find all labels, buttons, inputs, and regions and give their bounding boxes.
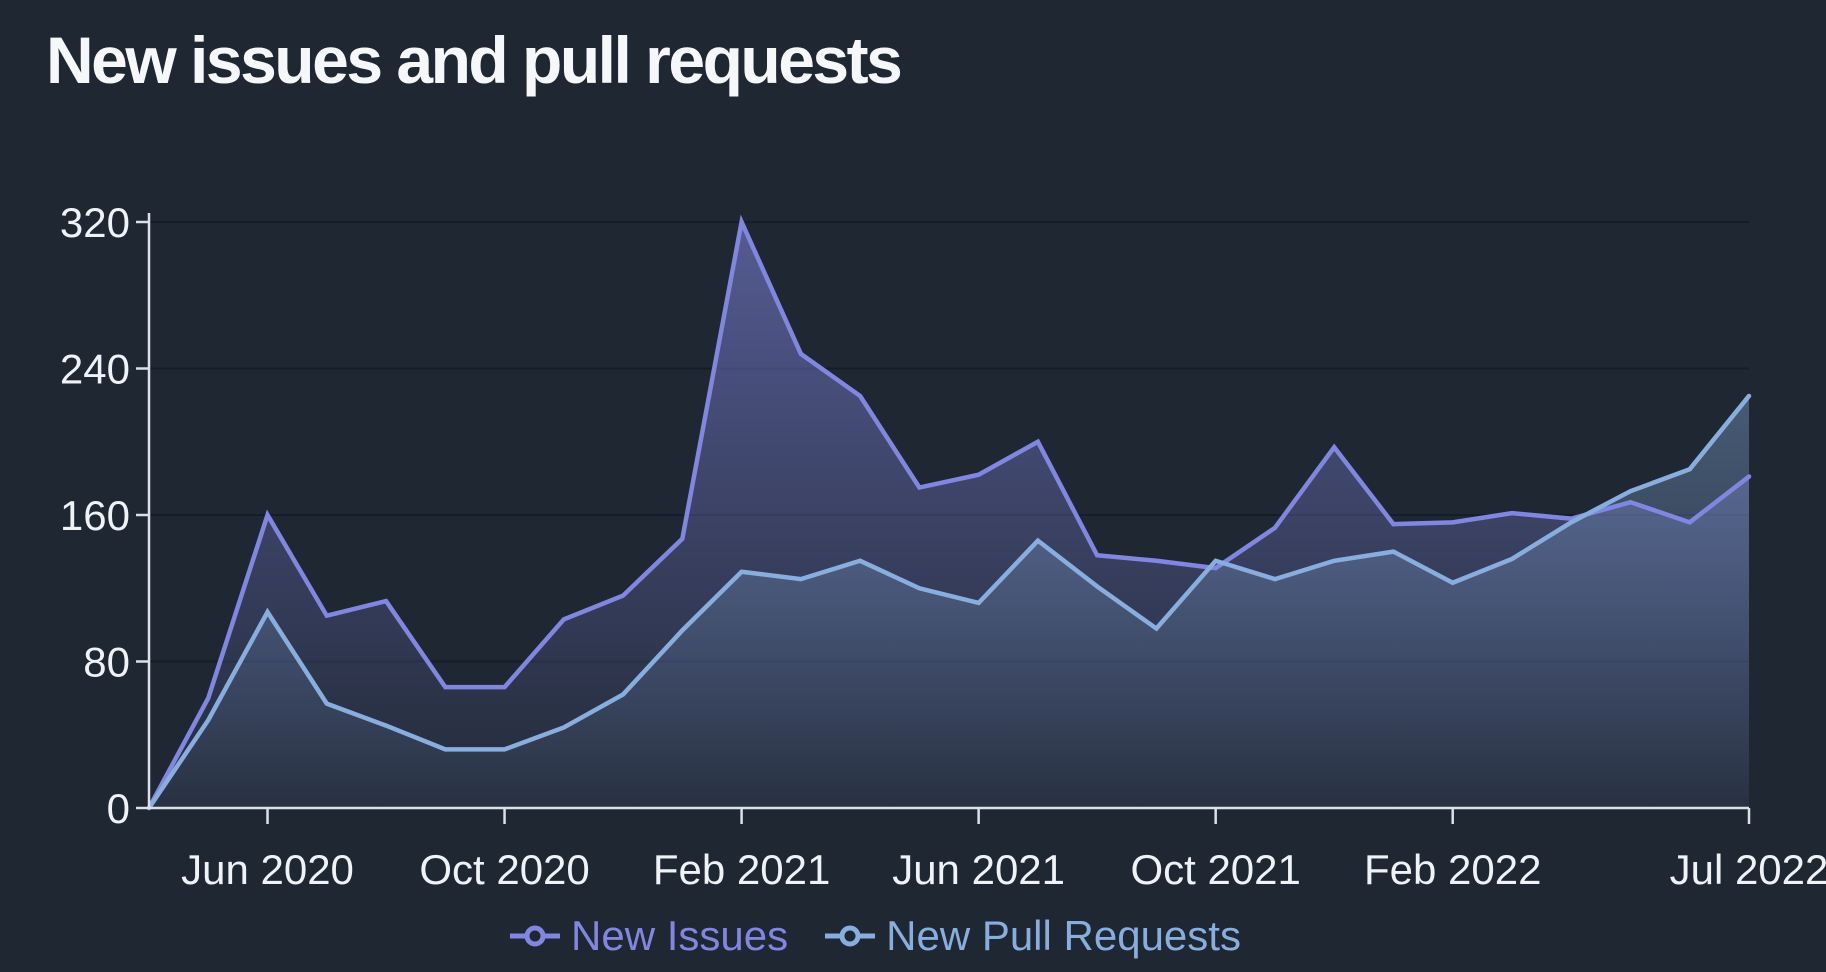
y-axis-label: 320 <box>60 199 130 246</box>
chart-legend: New Issues New Pull Requests <box>0 912 1750 960</box>
x-axis-label: Oct 2020 <box>419 846 589 893</box>
legend-label-new-issues: New Issues <box>571 912 789 959</box>
y-axis-label: 0 <box>107 785 130 832</box>
legend-marker-new-pull-requests-icon <box>825 925 876 947</box>
chart-title: New issues and pull requests <box>46 23 903 97</box>
legend-marker-new-issues-icon <box>510 925 561 947</box>
y-axis-label: 80 <box>83 639 130 686</box>
x-axis-label: Oct 2021 <box>1130 846 1300 893</box>
x-axis-label: Feb 2021 <box>653 846 830 893</box>
legend-item-new-issues[interactable]: New Issues <box>509 912 788 960</box>
x-axis-label: Jul 2022 <box>1670 846 1826 893</box>
legend-item-new-pull-requests[interactable]: New Pull Requests <box>824 912 1241 960</box>
x-axis-label: Jun 2021 <box>892 846 1065 893</box>
y-axis-label: 240 <box>60 346 130 393</box>
y-axis-label: 160 <box>60 492 130 539</box>
legend-label-new-pull-requests: New Pull Requests <box>886 912 1241 959</box>
x-axis-label: Feb 2022 <box>1364 846 1541 893</box>
x-axis-label: Jun 2020 <box>181 846 354 893</box>
